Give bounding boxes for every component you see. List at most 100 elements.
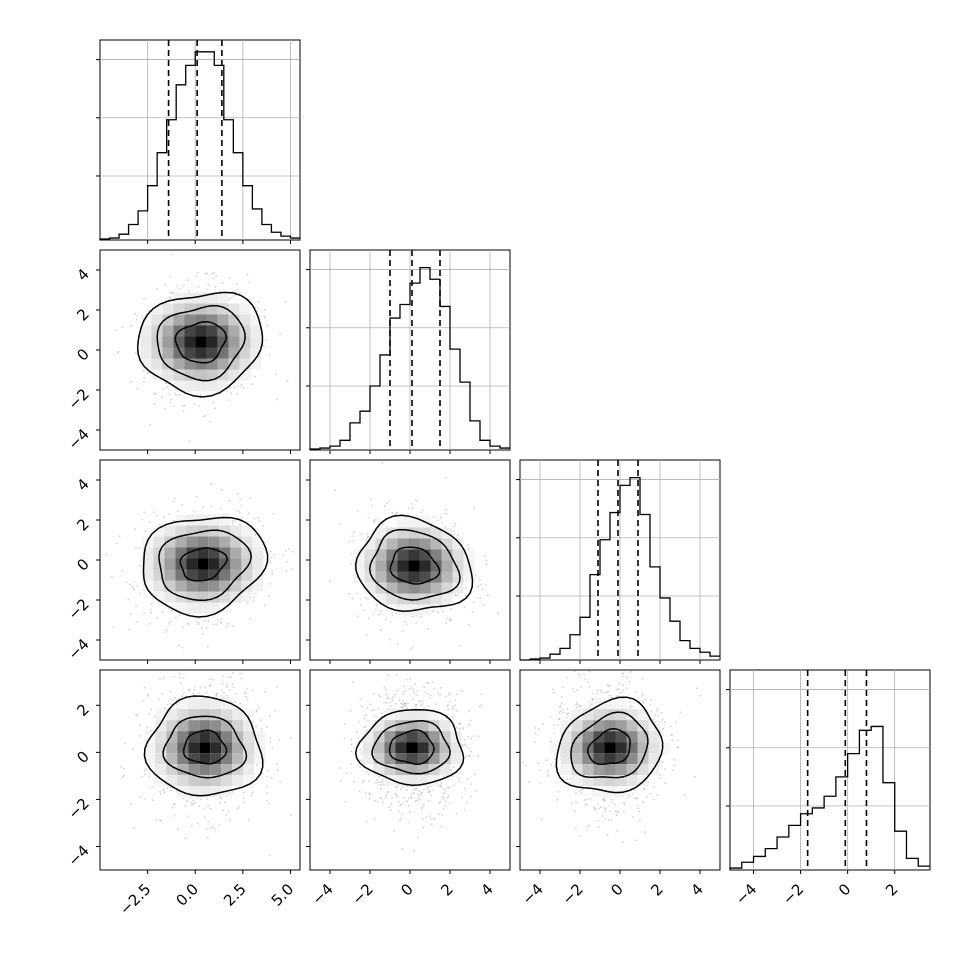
scatter-point	[418, 798, 421, 801]
scatter-point	[378, 775, 381, 778]
scatter-point	[468, 754, 471, 757]
scatter-point	[135, 713, 138, 716]
scatter-point	[453, 525, 455, 528]
density-cell	[175, 547, 187, 559]
scatter-point	[380, 787, 382, 790]
scatter-point	[411, 507, 414, 509]
scatter-point	[198, 692, 201, 695]
scatter-point	[204, 415, 207, 417]
density-cell	[153, 580, 165, 592]
scatter-point	[449, 802, 452, 804]
scatter-point	[168, 297, 171, 300]
scatter-point	[385, 618, 388, 621]
scatter-point	[467, 723, 470, 726]
density-cell	[186, 591, 198, 603]
density-cell	[252, 547, 264, 559]
scatter-point	[447, 692, 450, 695]
contour-level-3	[143, 695, 264, 797]
scatter-point	[406, 789, 409, 791]
density-cell	[250, 325, 262, 337]
density-cell	[217, 369, 229, 381]
scatter-point	[136, 387, 139, 390]
scatter-point	[269, 561, 272, 564]
density-cell	[164, 580, 176, 592]
scatter-point	[209, 685, 212, 687]
density-cell	[217, 358, 229, 370]
scatter-point	[424, 690, 427, 693]
scatter-point	[466, 778, 469, 781]
scatter-point	[174, 803, 176, 806]
density-cell	[208, 547, 220, 559]
scatter-point	[463, 738, 466, 741]
scatter-point	[130, 324, 133, 327]
scatter-point	[177, 828, 179, 831]
scatter-point	[132, 587, 135, 590]
scatter-point	[387, 674, 390, 677]
density-cell	[419, 549, 431, 561]
scatter-point	[470, 719, 472, 722]
scatter-point	[395, 786, 398, 789]
density-cell	[173, 347, 185, 359]
density-cell	[252, 580, 264, 592]
density-cell	[164, 547, 176, 559]
scatter-point	[161, 611, 164, 614]
scatter-point	[209, 420, 212, 423]
scatter-point	[143, 798, 146, 800]
scatter-point	[485, 559, 488, 562]
scatter-point	[466, 543, 469, 546]
scatter-point	[173, 497, 176, 500]
scatter-point	[284, 301, 287, 303]
scatter-point	[376, 800, 379, 803]
scatter-point	[204, 816, 206, 819]
scatter-point	[122, 776, 125, 778]
density-cell	[375, 582, 387, 594]
scatter-point	[149, 423, 152, 426]
density-cell	[206, 303, 218, 315]
panel-frame	[99, 39, 301, 241]
scatter-point	[124, 742, 126, 745]
scatter-point	[153, 403, 156, 406]
density-cell	[452, 571, 464, 583]
scatter-point	[195, 275, 198, 278]
scatter-point	[401, 848, 404, 851]
scatter-point	[276, 398, 278, 401]
scatter-point	[263, 346, 265, 348]
density-cell	[195, 303, 207, 315]
scatter-point	[359, 698, 362, 701]
scatter-point	[436, 611, 439, 613]
scatter-point	[452, 775, 454, 778]
density-cell	[206, 314, 218, 326]
scatter-point	[239, 672, 242, 675]
density-cell	[239, 347, 251, 359]
scatter-point	[264, 690, 267, 693]
scatter-point	[455, 812, 458, 815]
scatter-point	[343, 737, 346, 740]
scatter-point	[264, 317, 267, 319]
density-cell	[208, 580, 220, 592]
scatter-point	[171, 806, 174, 809]
scatter-point	[136, 585, 139, 587]
scatter-point	[448, 786, 451, 789]
scatter-point	[391, 511, 394, 514]
scatter-point	[410, 648, 413, 650]
scatter-point	[152, 786, 155, 788]
density-cell	[397, 527, 409, 539]
scatter-point	[365, 714, 367, 717]
scatter-point	[192, 802, 195, 805]
scatter-point	[469, 747, 471, 750]
density-cell	[199, 764, 211, 776]
scatter-point	[237, 385, 239, 387]
scatter-point	[196, 272, 199, 274]
scatter-point	[236, 807, 239, 810]
scatter-point	[465, 745, 467, 748]
density-cell	[364, 538, 376, 550]
scatter-point	[204, 619, 206, 622]
density-cell	[197, 569, 209, 581]
scatter-point	[143, 770, 146, 772]
scatter-point	[156, 514, 159, 517]
scatter-point	[121, 569, 124, 572]
scatter-point	[278, 739, 281, 741]
scatter-point	[481, 588, 484, 591]
scatter-point	[135, 604, 138, 607]
